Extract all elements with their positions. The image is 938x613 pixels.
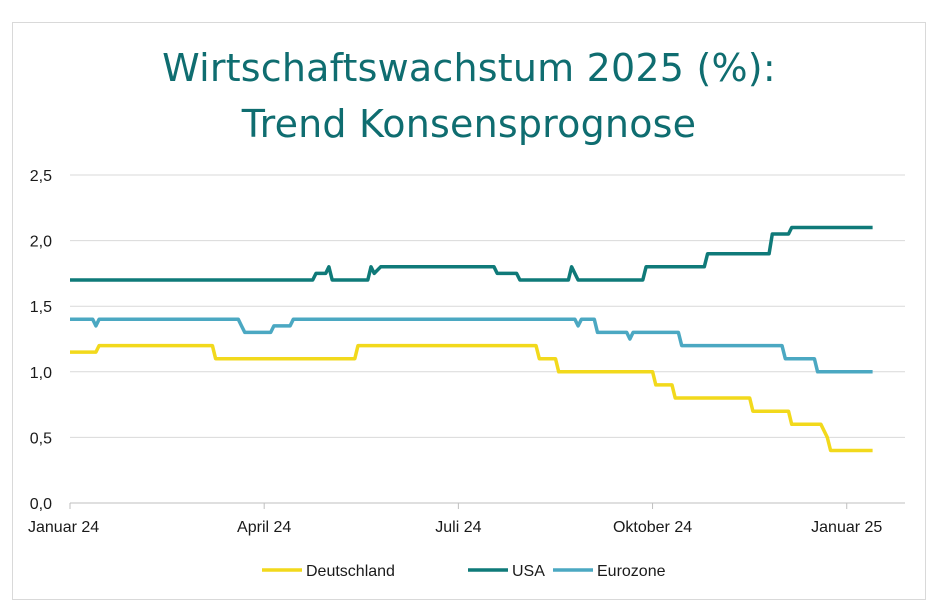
chart-title-line2: Trend Konsensprognose [241,102,697,146]
y-tick-label: 2,0 [30,234,52,251]
y-tick-label: 0,5 [30,430,52,447]
gridlines [70,174,905,504]
legend-label-usa: USA [512,563,545,580]
y-tick-label: 1,0 [30,365,52,382]
x-tick-label: April 24 [237,519,291,536]
series-lines [70,225,873,453]
x-tick-label: Juli 24 [435,519,481,536]
series-line-eurozone [70,317,873,374]
y-tick-label: 2,5 [30,168,52,185]
x-tick-label: Januar 25 [811,519,882,536]
y-tick-label: 0,0 [30,496,52,513]
series-line-usa [70,225,873,282]
x-tick-label: Januar 24 [28,519,99,536]
chart-title-line1: Wirtschaftswachstum 2025 (%): [162,46,776,90]
chart-frame [12,22,926,600]
series-line-deutschland [70,343,873,453]
legend: Deutschland USA Eurozone [262,563,666,580]
legend-label-eurozone: Eurozone [597,563,666,580]
y-tick-label: 1,5 [30,299,52,316]
x-axis: Januar 24 April 24 Juli 24 Oktober 24 Januar… [28,503,882,536]
x-tick-label: Oktober 24 [613,519,692,536]
y-axis-ticks: 0,0 0,5 1,0 1,5 2,0 2,5 [30,168,52,513]
legend-label-deutschland: Deutschland [306,563,395,580]
